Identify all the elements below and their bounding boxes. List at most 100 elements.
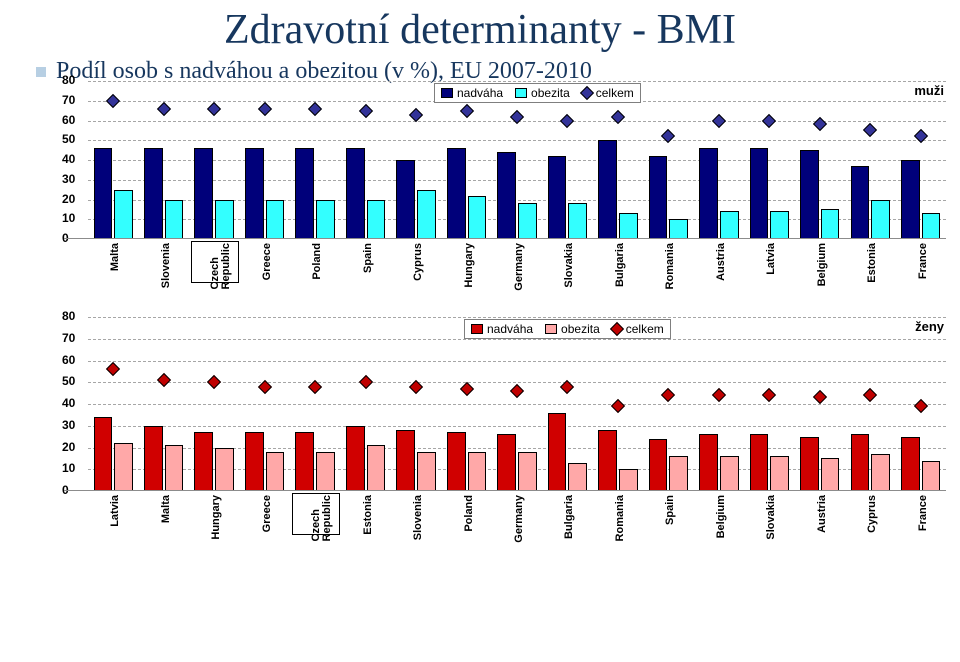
bar-obezita — [871, 200, 890, 240]
bar-nadvaha — [800, 150, 819, 239]
bar-nadvaha — [649, 156, 668, 239]
bar-nadvaha — [750, 434, 769, 491]
group-label: muži — [914, 83, 944, 98]
x-tick-label: Poland — [463, 495, 475, 532]
bar-obezita — [417, 190, 436, 239]
bar-nadvaha — [447, 432, 466, 491]
x-tick-label: Latvia — [765, 243, 777, 275]
legend-item: celkem — [612, 322, 664, 336]
bar-obezita — [568, 203, 587, 239]
bullet-icon — [36, 67, 46, 77]
marker-celkem — [157, 373, 171, 387]
x-tick-label: Malta — [109, 243, 121, 271]
bar-obezita — [619, 213, 638, 239]
bar-nadvaha — [901, 160, 920, 239]
x-tick-label: Greece — [261, 243, 273, 280]
bar-obezita — [518, 452, 537, 491]
bar-obezita — [720, 211, 739, 239]
x-tick-label: Spain — [362, 243, 374, 273]
x-tick-label: Slovakia — [563, 243, 575, 288]
y-tick-label: 70 — [62, 331, 75, 345]
x-tick-label: CzechRepublic — [311, 495, 333, 541]
bar-nadvaha — [649, 439, 668, 491]
y-tick-label: 30 — [62, 172, 75, 186]
page-title: Zdravotní determinanty - BMI — [0, 6, 960, 54]
bar-nadvaha — [901, 437, 920, 491]
bar-obezita — [821, 458, 840, 491]
x-tick-label: Cyprus — [412, 243, 424, 281]
bar-obezita — [922, 213, 941, 239]
marker-celkem — [207, 375, 221, 389]
bar-nadvaha — [548, 413, 567, 491]
bar-obezita — [669, 219, 688, 239]
y-tick-label: 50 — [62, 374, 75, 388]
bar-nadvaha — [144, 148, 163, 239]
marker-celkem — [863, 388, 877, 402]
bar-obezita — [770, 211, 789, 239]
x-tick-label: Latvia — [109, 495, 121, 527]
y-tick-label: 40 — [62, 152, 75, 166]
marker-celkem — [510, 109, 524, 123]
x-tick-label: CzechRepublic — [210, 243, 232, 289]
bar-obezita — [669, 456, 688, 491]
marker-celkem — [409, 380, 423, 394]
bar-obezita — [619, 469, 638, 491]
bar-obezita — [367, 445, 386, 491]
marker-celkem — [813, 117, 827, 131]
marker-celkem — [560, 113, 574, 127]
bar-nadvaha — [396, 430, 415, 491]
marker-celkem — [258, 102, 272, 116]
bar-obezita — [316, 200, 335, 240]
bar-obezita — [316, 452, 335, 491]
bar-nadvaha — [497, 434, 516, 491]
y-tick-label: 10 — [62, 211, 75, 225]
bar-nadvaha — [346, 148, 365, 239]
bar-obezita — [468, 196, 487, 239]
bar-nadvaha — [699, 148, 718, 239]
bar-obezita — [720, 456, 739, 491]
bar-nadvaha — [295, 432, 314, 491]
marker-celkem — [560, 380, 574, 394]
group-label: ženy — [915, 319, 944, 334]
legend: nadváhaobezitacelkem — [434, 83, 641, 103]
x-tick-label: Estonia — [362, 495, 374, 535]
x-tick-label: France — [917, 243, 929, 279]
bar-obezita — [518, 203, 537, 239]
y-tick-label: 80 — [62, 309, 75, 323]
chart-women: 01020304050607080LatviaMaltaHungaryGreec… — [64, 317, 946, 533]
bar-obezita — [165, 200, 184, 240]
marker-celkem — [157, 102, 171, 116]
bar-nadvaha — [194, 432, 213, 491]
bar-nadvaha — [497, 152, 516, 239]
bar-nadvaha — [800, 437, 819, 491]
bar-obezita — [266, 200, 285, 240]
x-tick-label: Slovenia — [412, 495, 424, 540]
bar-nadvaha — [245, 432, 264, 491]
marker-celkem — [914, 129, 928, 143]
marker-celkem — [106, 94, 120, 108]
marker-celkem — [712, 388, 726, 402]
bar-obezita — [922, 461, 941, 491]
bar-nadvaha — [750, 148, 769, 239]
marker-celkem — [863, 123, 877, 137]
marker-celkem — [258, 380, 272, 394]
marker-celkem — [762, 388, 776, 402]
bar-nadvaha — [548, 156, 567, 239]
x-tick-label: Estonia — [866, 243, 878, 283]
bar-nadvaha — [851, 166, 870, 239]
marker-celkem — [661, 129, 675, 143]
x-tick-label: Poland — [311, 243, 323, 280]
x-tick-label: Bulgaria — [563, 495, 575, 539]
bar-nadvaha — [598, 140, 617, 239]
x-tick-label: Slovenia — [160, 243, 172, 288]
y-tick-label: 20 — [62, 192, 75, 206]
bar-nadvaha — [295, 148, 314, 239]
y-tick-label: 10 — [62, 461, 75, 475]
marker-celkem — [409, 108, 423, 122]
x-tick-label: Germany — [513, 495, 525, 543]
bar-nadvaha — [346, 426, 365, 491]
y-tick-label: 60 — [62, 353, 75, 367]
legend-item: obezita — [515, 86, 570, 100]
marker-celkem — [712, 113, 726, 127]
bar-obezita — [417, 452, 436, 491]
